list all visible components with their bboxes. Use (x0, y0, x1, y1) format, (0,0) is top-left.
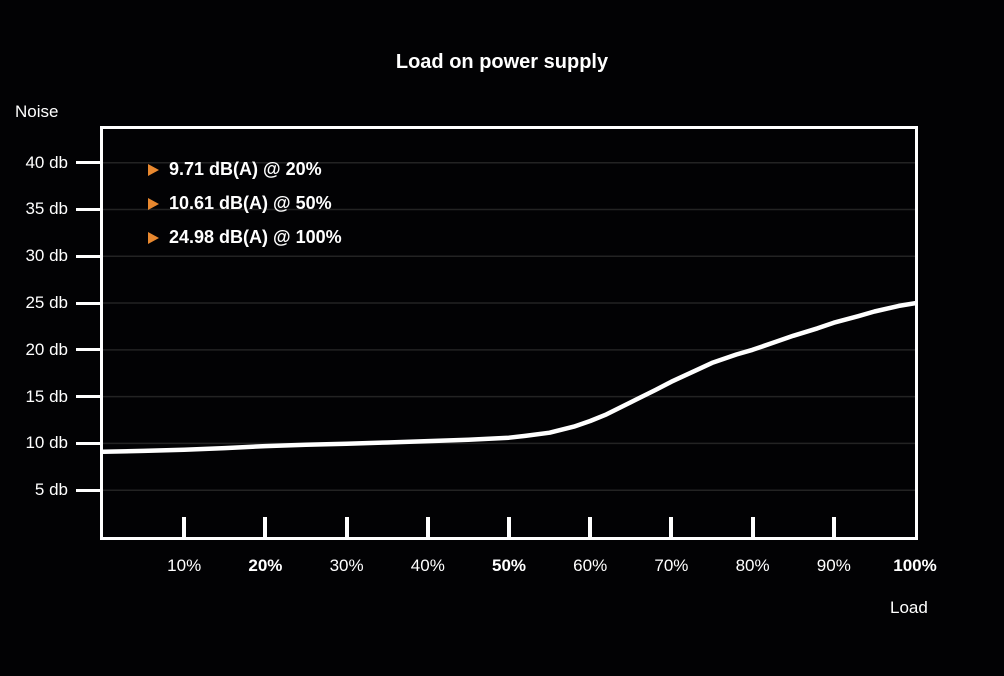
y-tick-label: 25 db (25, 293, 68, 313)
y-tick-mark (76, 254, 100, 258)
x-tick-mark (182, 517, 187, 537)
x-tick-label: 30% (329, 556, 364, 575)
y-tick-label: 35 db (25, 199, 68, 219)
callout-row: 9.71 dB(A) @ 20% (148, 159, 342, 180)
x-tick-label: 40% (410, 556, 445, 575)
y-tick-mark (76, 207, 100, 211)
y-tick-label: 5 db (34, 480, 68, 500)
y-tick-mark (76, 395, 100, 399)
x-axis-title: Load (890, 598, 928, 617)
y-tick-mark (76, 161, 100, 165)
x-tick-label: 20% (248, 556, 283, 575)
x-tick-label: 60% (573, 556, 608, 575)
callout-text: 10.61 dB(A) @ 50% (169, 193, 332, 213)
x-tick-mark (669, 517, 674, 537)
x-tick-label: 100% (893, 556, 937, 575)
chart-title: Load on power supply (395, 51, 609, 73)
arrow-right-icon (148, 231, 159, 244)
arrow-right-icon (148, 163, 159, 176)
callout-row: 10.61 dB(A) @ 50% (148, 193, 342, 214)
y-axis-title: Noise (15, 102, 59, 121)
callout-text: 24.98 dB(A) @ 100% (169, 227, 342, 247)
x-tick-label: 80% (735, 556, 770, 575)
y-tick-label: 30 db (25, 246, 68, 266)
y-tick-label: 40 db (25, 152, 68, 172)
x-tick-label: 70% (654, 556, 689, 575)
y-tick-mark (76, 488, 100, 492)
callout-row: 24.98 dB(A) @ 100% (148, 227, 342, 248)
y-tick-mark (76, 441, 100, 445)
x-tick-mark (425, 517, 430, 537)
noise-curve-svg (103, 161, 915, 491)
x-tick-mark (588, 517, 593, 537)
x-tick-label: 90% (816, 556, 851, 575)
x-tick-mark (263, 517, 268, 537)
x-tick-mark (750, 517, 755, 537)
y-tick-label: 20 db (25, 339, 68, 359)
x-tick-label: 50% (491, 556, 527, 575)
x-tick-mark (831, 517, 836, 537)
callout-list: 9.71 dB(A) @ 20% 10.61 dB(A) @ 50% 24.98… (148, 159, 342, 261)
y-tick-mark (76, 301, 100, 305)
plot-area: 9.71 dB(A) @ 20% 10.61 dB(A) @ 50% 24.98… (100, 126, 918, 540)
x-tick-label: 10% (167, 556, 202, 575)
y-tick-mark (76, 348, 100, 352)
callout-text: 9.71 dB(A) @ 20% (169, 159, 322, 179)
arrow-right-icon (148, 197, 159, 210)
noise-curve (103, 300, 915, 455)
x-tick-mark (507, 517, 511, 537)
y-tick-label: 10 db (25, 433, 68, 453)
x-tick-mark (344, 517, 349, 537)
y-tick-label: 15 db (25, 386, 68, 406)
